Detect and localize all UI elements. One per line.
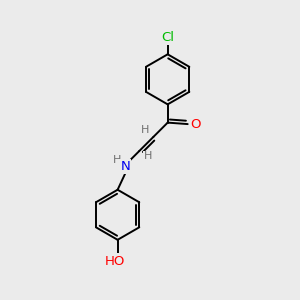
Text: H: H	[112, 155, 121, 165]
Text: HO: HO	[104, 254, 125, 268]
Text: H: H	[140, 125, 149, 135]
Text: H: H	[144, 152, 152, 161]
Text: N: N	[121, 160, 130, 173]
Text: Cl: Cl	[161, 31, 174, 44]
Text: O: O	[190, 118, 200, 130]
